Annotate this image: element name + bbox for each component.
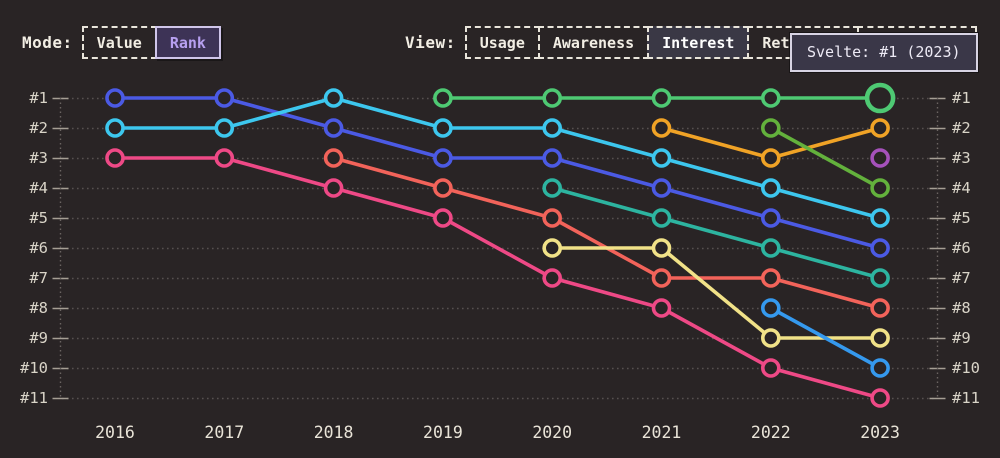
rank-label-right: #1 [952, 89, 971, 107]
data-point-sky-blue[interactable] [760, 298, 781, 318]
data-point-yellow[interactable] [542, 238, 563, 258]
series-line-blue [113, 96, 882, 250]
rank-label-right: #7 [952, 269, 971, 287]
data-point-olive-green[interactable] [760, 118, 781, 138]
rank-label-left: #7 [29, 269, 48, 287]
data-point-teal[interactable] [760, 238, 781, 258]
rank-label-left: #8 [29, 299, 48, 317]
data-point-teal[interactable] [542, 178, 563, 198]
data-point-blue[interactable] [542, 148, 563, 168]
data-point-blue[interactable] [214, 88, 235, 108]
rank-label-right: #8 [952, 299, 971, 317]
rank-label-left: #6 [29, 239, 48, 257]
data-point-pink[interactable] [870, 388, 890, 408]
data-point-svelte-green[interactable] [760, 88, 781, 108]
year-label: 2018 [314, 423, 354, 442]
data-point-cyan[interactable] [105, 118, 125, 138]
data-point-cyan[interactable] [870, 208, 890, 228]
rank-label-right: #4 [952, 179, 971, 197]
data-point-highlighted-svelte-green[interactable] [864, 82, 896, 114]
rank-label-left: #11 [20, 389, 48, 407]
data-point-coral[interactable] [651, 268, 672, 288]
data-point-sky-blue[interactable] [870, 358, 890, 378]
series-line-teal [550, 186, 882, 280]
series-line-cyan [113, 96, 882, 220]
data-point-orange[interactable] [760, 148, 781, 168]
rank-label-left: #3 [29, 149, 48, 167]
data-point-yellow[interactable] [760, 328, 781, 348]
data-point-yellow[interactable] [651, 238, 672, 258]
rank-label-left: #10 [20, 359, 48, 377]
data-point-coral[interactable] [542, 208, 563, 228]
data-point-orange[interactable] [651, 118, 672, 138]
rank-label-right: #6 [952, 239, 971, 257]
data-point-cyan[interactable] [214, 118, 235, 138]
mode-rank-button[interactable]: Rank [154, 26, 221, 59]
rank-label-left: #5 [29, 209, 48, 227]
mode-label: Mode: [22, 33, 73, 52]
data-point-blue[interactable] [433, 148, 453, 168]
data-point-pink[interactable] [760, 358, 781, 378]
rank-label-right: #5 [952, 209, 971, 227]
data-point-teal[interactable] [870, 268, 890, 288]
data-point-blue[interactable] [760, 208, 781, 228]
series-line-sky-blue [769, 306, 882, 370]
rank-label-left: #9 [29, 329, 48, 347]
data-point-coral[interactable] [870, 298, 890, 318]
data-point-pink[interactable] [323, 178, 344, 198]
rank-label-right: #2 [952, 119, 971, 137]
data-point-coral[interactable] [323, 148, 344, 168]
rank-label-left: #2 [29, 119, 48, 137]
data-point-blue[interactable] [870, 238, 890, 258]
data-point-pink[interactable] [214, 148, 235, 168]
data-point-coral[interactable] [760, 268, 781, 288]
data-point-svelte-green[interactable] [433, 88, 453, 108]
data-point-purple[interactable] [870, 148, 890, 168]
mode-switch: Mode: Value Rank [22, 26, 221, 59]
data-point-blue[interactable] [651, 178, 672, 198]
year-label: 2016 [95, 423, 135, 442]
data-point-olive-green[interactable] [870, 178, 890, 198]
series-line-pink [113, 156, 882, 400]
data-point-teal[interactable] [651, 208, 672, 228]
data-point-pink[interactable] [542, 268, 563, 288]
tooltip: Svelte: #1 (2023) [790, 33, 978, 72]
data-point-cyan[interactable] [433, 118, 453, 138]
year-label: 2021 [642, 423, 682, 442]
mode-button-group: Value Rank [81, 26, 221, 59]
year-label: 2022 [751, 423, 791, 442]
rank-label-left: #1 [29, 89, 48, 107]
data-point-svelte-green[interactable] [651, 88, 672, 108]
data-point-coral[interactable] [433, 178, 453, 198]
data-point-cyan[interactable] [323, 88, 344, 108]
data-point-blue[interactable] [105, 88, 125, 108]
year-label: 2023 [860, 423, 900, 442]
data-point-blue[interactable] [323, 118, 344, 138]
data-point-svelte-green[interactable] [542, 88, 563, 108]
data-point-pink[interactable] [105, 148, 125, 168]
data-point-pink[interactable] [433, 208, 453, 228]
data-point-pink[interactable] [651, 298, 672, 318]
rank-label-right: #10 [952, 359, 980, 377]
rank-label-left: #4 [29, 179, 48, 197]
rank-label-right: #3 [952, 149, 971, 167]
data-point-cyan[interactable] [542, 118, 563, 138]
data-point-cyan[interactable] [651, 148, 672, 168]
data-point-yellow[interactable] [870, 328, 890, 348]
series-line-olive-green [769, 126, 882, 190]
year-label: 2019 [423, 423, 463, 442]
rank-label-right: #9 [952, 329, 971, 347]
year-label: 2017 [204, 423, 244, 442]
view-label: View: [405, 33, 456, 52]
series-line-coral [331, 156, 882, 310]
data-point-orange[interactable] [870, 118, 890, 138]
data-point-cyan[interactable] [760, 178, 781, 198]
year-label: 2020 [532, 423, 572, 442]
rank-label-right: #11 [952, 389, 980, 407]
